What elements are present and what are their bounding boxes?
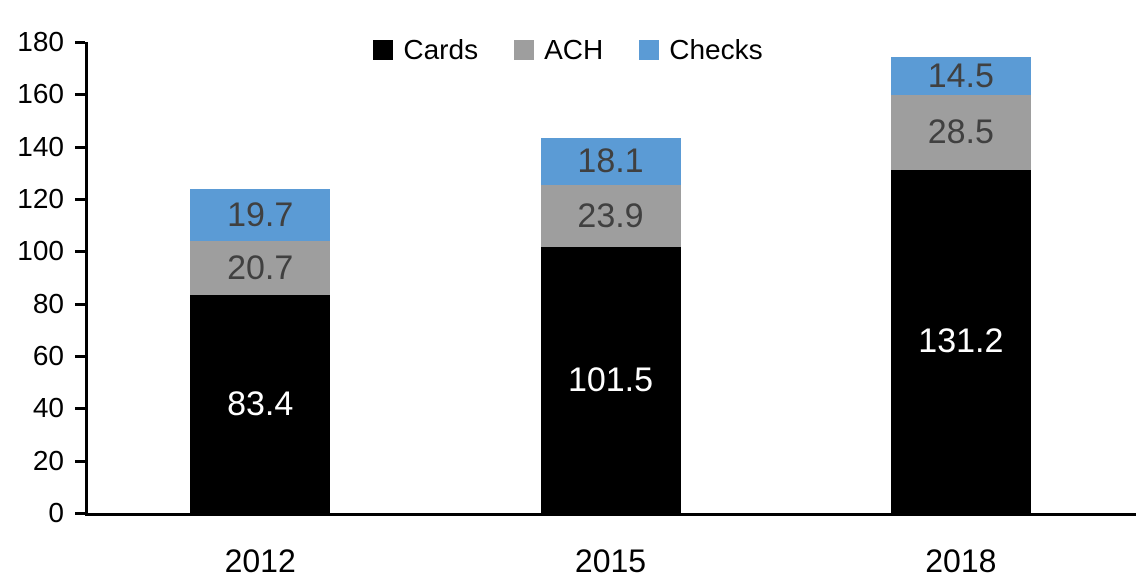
- bar-2015-segment-ach: 23.9: [540, 184, 681, 248]
- y-axis-tick: [75, 145, 85, 149]
- y-axis-tick-label: 20: [32, 444, 64, 476]
- bar-value-label: 83.4: [227, 384, 294, 423]
- y-axis-tick-label: 180: [17, 26, 64, 57]
- bar-2012-segment-checks: 19.7: [190, 189, 331, 241]
- bar-2018-segment-cards: 131.2: [890, 169, 1031, 513]
- y-axis-tick: [75, 302, 85, 306]
- y-axis-tick-label: 40: [32, 392, 64, 424]
- x-axis-line: [85, 513, 1136, 516]
- bar-2015-segment-cards: 101.5: [540, 247, 681, 513]
- bar-value-label: 28.5: [927, 113, 994, 152]
- legend-item-cards: Cards: [373, 36, 478, 64]
- bar-2012-segment-cards: 83.4: [190, 294, 331, 513]
- y-axis-tick: [75, 93, 85, 97]
- bar-2012-segment-ach: 20.7: [190, 240, 331, 295]
- y-axis-tick: [75, 512, 85, 515]
- y-axis-tick-label: 0: [48, 497, 64, 528]
- bar-value-label: 101.5: [567, 361, 654, 400]
- y-axis-tick-label: 160: [17, 78, 64, 110]
- y-axis-tick-label: 60: [32, 340, 64, 371]
- bar-2018-segment-ach: 28.5: [890, 95, 1031, 170]
- legend-item-checks: Checks: [639, 34, 763, 65]
- bar-value-label: 23.9: [577, 197, 644, 236]
- x-axis-label-2012: 2012: [224, 543, 296, 579]
- legend-label: ACH: [544, 34, 604, 65]
- y-axis-tick: [75, 250, 85, 254]
- y-axis-tick-label: 140: [17, 130, 64, 162]
- y-axis-tick-label: 100: [17, 235, 64, 267]
- chart-legend: Cards ACH Checks: [0, 36, 1136, 64]
- legend-item-ach: ACH: [514, 36, 603, 64]
- y-axis-tick: [75, 407, 85, 411]
- bar-value-label: 20.7: [227, 248, 294, 287]
- y-axis-tick-label: 80: [32, 287, 64, 319]
- legend-swatch-cards: [373, 40, 394, 60]
- y-axis-tick: [75, 355, 85, 358]
- bar-value-label: 131.2: [918, 322, 1004, 361]
- bar-2015-segment-checks: 18.1: [540, 137, 681, 185]
- legend-swatch-checks: [639, 40, 660, 60]
- bar-value-label: 14.5: [927, 57, 994, 96]
- y-axis-tick-label: 120: [17, 183, 64, 214]
- y-axis-tick: [75, 198, 85, 201]
- bar-value-label: 19.7: [227, 195, 294, 234]
- x-axis-label-2018: 2018: [925, 543, 997, 579]
- x-axis-label-2015: 2015: [574, 543, 647, 579]
- bar-2018-segment-checks: 14.5: [890, 57, 1031, 96]
- y-axis-tick: [75, 41, 85, 44]
- bar-value-label: 18.1: [577, 142, 644, 181]
- y-axis-line: [85, 42, 88, 516]
- y-axis-tick: [75, 459, 85, 463]
- legend-swatch-ach: [514, 40, 535, 60]
- legend-label: Checks: [669, 34, 763, 65]
- legend-label: Cards: [403, 34, 479, 65]
